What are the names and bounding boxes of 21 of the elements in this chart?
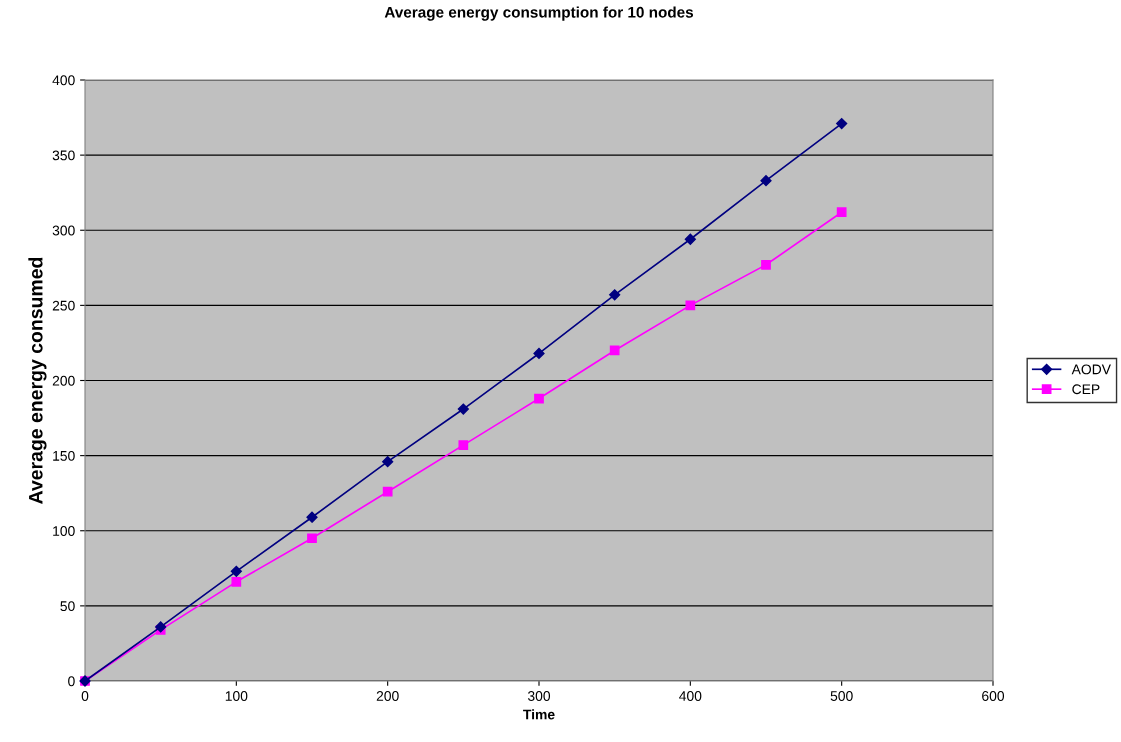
y-tick-label: 0 (68, 676, 75, 687)
x-tick-label: 300 (527, 691, 551, 701)
x-tick-label: 100 (225, 691, 248, 701)
x-tick-label: 0 (81, 691, 89, 701)
y-tick-label: 100 (53, 526, 75, 536)
y-tick-label: 400 (52, 75, 75, 86)
legend-label: CEP (1072, 384, 1100, 395)
y-tick-label: 200 (52, 375, 75, 386)
y-axis-title: Average energy consumed (28, 257, 47, 504)
y-tick-label: 250 (52, 300, 75, 311)
x-tick-label: 600 (982, 691, 1005, 701)
y-tick-label: 300 (52, 225, 75, 236)
x-tick-label: 200 (376, 691, 399, 701)
x-axis-title: Time (523, 709, 555, 720)
legend-label: AODV (1071, 364, 1111, 375)
y-tick-label: 350 (52, 150, 75, 161)
x-tick-label: 400 (679, 691, 702, 701)
chart-title: Average energy consumption for 10 nodes (384, 6, 694, 21)
y-tick-label: 50 (60, 601, 75, 612)
y-tick-label: 150 (53, 450, 75, 461)
x-tick-label: 500 (830, 691, 853, 701)
